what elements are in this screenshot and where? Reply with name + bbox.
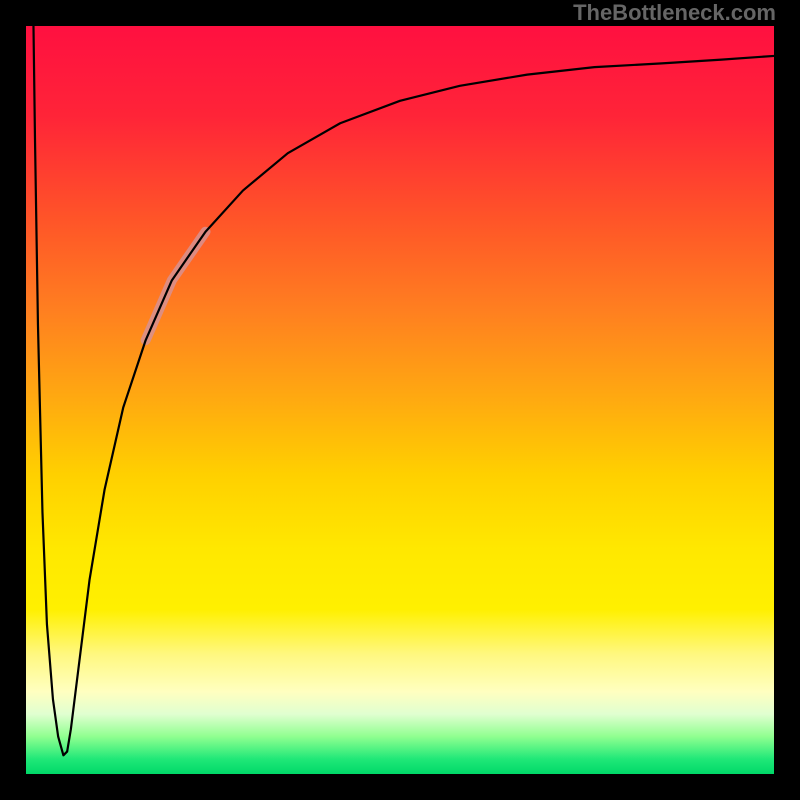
plot-area xyxy=(26,26,774,774)
bottleneck-curve xyxy=(26,26,774,774)
watermark-text: TheBottleneck.com xyxy=(573,0,776,26)
chart-container xyxy=(26,26,774,774)
